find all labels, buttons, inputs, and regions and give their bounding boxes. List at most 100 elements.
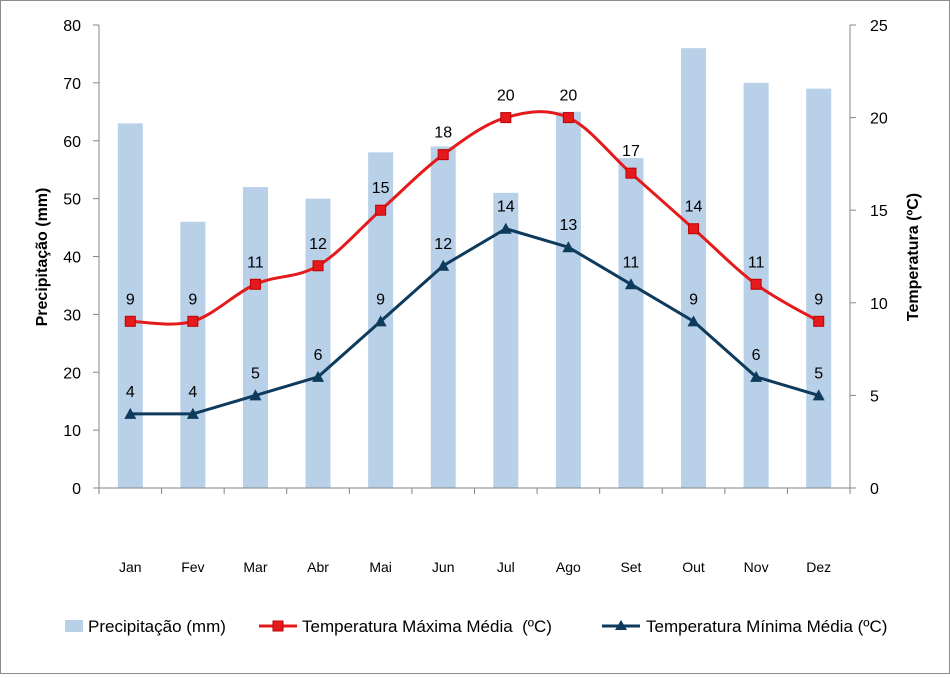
category-label-set: Set: [620, 559, 641, 575]
y-axis-right-title: Temperatura (ºC): [905, 193, 922, 321]
max-temp-marker-jun: [437, 149, 449, 161]
min-temp-marker-dez: [812, 389, 825, 401]
max-temp-marker-fev: [187, 315, 199, 327]
y-right-tick-label-10: 10: [870, 296, 888, 313]
max-temp-label-jun: 18: [434, 125, 452, 142]
y-left-tick-label-10: 10: [63, 423, 81, 440]
max-temp-label-abr: 12: [309, 236, 327, 253]
legend-label-max-temp: Temperatura Máxima Média (ºC): [302, 617, 552, 636]
legend-marker-max-temp: [272, 620, 284, 632]
bar-dez: [806, 88, 832, 488]
precipitation-bars: [117, 48, 832, 489]
min-temp-label-jan: 4: [126, 384, 135, 401]
y-left-tick-label-70: 70: [63, 76, 81, 93]
category-label-jul: Jul: [497, 559, 515, 575]
y-left-tick-label-60: 60: [63, 134, 81, 151]
min-temp-marker-jun: [437, 259, 450, 271]
legend-label-min-temp: Temperatura Mínima Média (ºC): [646, 617, 887, 636]
bar-abr: [305, 198, 331, 488]
y-left-tick-label-30: 30: [63, 307, 81, 324]
min-temp-label-dez: 5: [814, 365, 823, 382]
min-temp-marker-jul: [499, 222, 512, 234]
min-temp-marker-abr: [312, 370, 325, 382]
min-temp-label-abr: 6: [314, 347, 323, 364]
max-temp-label-mar: 11: [247, 254, 264, 271]
y-axis-left-title: Precipitação (mm): [34, 188, 51, 327]
min-temp-label-fev: 4: [188, 384, 197, 401]
y-right-tick-label-15: 15: [870, 203, 888, 220]
max-temp-label-out: 14: [685, 199, 703, 216]
max-temp-marker-out: [688, 223, 700, 235]
max-temp-label-fev: 9: [188, 291, 197, 308]
bar-mar: [242, 187, 268, 489]
max-temp-marker-mai: [375, 204, 387, 216]
category-label-out: Out: [682, 559, 705, 575]
bar-set: [618, 158, 644, 489]
max-temp-label-ago: 20: [559, 88, 577, 105]
min-temp-label-jun: 12: [434, 236, 452, 253]
max-temp-marker-nov: [750, 278, 762, 290]
bar-fev: [180, 221, 206, 488]
min-temp-marker-set: [624, 278, 637, 290]
y-left-tick-label-20: 20: [63, 365, 81, 382]
max-temp-marker-ago: [562, 112, 574, 124]
min-temp-marker-fev: [186, 407, 199, 419]
min-temp-marker-ago: [562, 241, 575, 253]
legend-swatch-precipitation: [65, 620, 83, 632]
y-left-tick-label-80: 80: [63, 18, 81, 35]
min-temp-marker-jan: [124, 407, 137, 419]
category-label-nov: Nov: [744, 559, 769, 575]
category-label-abr: Abr: [307, 559, 329, 575]
y-left-tick-label-50: 50: [63, 192, 81, 209]
min-temp-line: [130, 227, 820, 416]
min-temp-label-ago: 13: [559, 217, 577, 234]
y-right-tick-label-0: 0: [870, 481, 879, 498]
legend-label-precipitation: Precipitação (mm): [88, 617, 226, 636]
bar-jul: [493, 192, 519, 488]
y-right-tick-label-5: 5: [870, 388, 879, 405]
max-temp-marker-jan: [124, 315, 136, 327]
category-label-mai: Mai: [369, 559, 392, 575]
max-temp-label-mai: 15: [372, 180, 390, 197]
data-labels: 9 9 11 12 15 18 20 20 17 14 11 9 4 4 5 6 9 12 14 13 11 9 6 5: [126, 88, 823, 401]
category-axis-labels: Jan Fev Mar Abr Mai Jun Jul Ago Set Out Nov Dez: [119, 559, 831, 575]
max-temp-label-nov: 11: [748, 254, 765, 271]
min-temp-label-out: 9: [689, 291, 698, 308]
min-temp-label-set: 11: [623, 254, 640, 271]
bar-out: [681, 48, 707, 489]
category-label-mar: Mar: [243, 559, 267, 575]
y-right-tick-label-25: 25: [870, 18, 888, 35]
y-left-tick-label-40: 40: [63, 250, 81, 267]
bar-ago: [555, 111, 581, 488]
min-temp-marker-nov: [750, 370, 763, 382]
legend-marker-min-temp: [615, 620, 627, 630]
category-label-fev: Fev: [181, 559, 204, 575]
max-temp-marker-jul: [500, 112, 512, 124]
bar-jan: [117, 123, 143, 488]
max-temp-marker-dez: [813, 315, 825, 327]
min-temp-marker-mar: [249, 389, 262, 401]
min-temp-marker-mai: [374, 315, 387, 327]
max-temp-marker-set: [625, 167, 637, 179]
category-label-dez: Dez: [806, 559, 831, 575]
category-label-ago: Ago: [556, 559, 581, 575]
y-left-tick-label-0: 0: [72, 481, 81, 498]
temperature-lines: [124, 110, 825, 419]
max-temp-line: [130, 110, 820, 326]
min-temp-label-jul: 14: [497, 199, 515, 216]
y-right-tick-label-20: 20: [870, 111, 888, 128]
legend: Precipitação (mm) Temperatura Máxima Méd…: [65, 617, 887, 636]
category-label-jun: Jun: [432, 559, 455, 575]
max-temp-label-set: 17: [622, 143, 640, 160]
bar-jun: [430, 146, 456, 488]
max-temp-label-jan: 9: [126, 291, 135, 308]
category-label-jan: Jan: [119, 559, 142, 575]
min-temp-label-mai: 9: [376, 291, 385, 308]
max-temp-label-jul: 20: [497, 88, 515, 105]
min-temp-marker-out: [687, 315, 700, 327]
min-temp-label-nov: 6: [752, 347, 761, 364]
max-temp-marker-mar: [249, 278, 261, 290]
min-temp-label-mar: 5: [251, 365, 260, 382]
